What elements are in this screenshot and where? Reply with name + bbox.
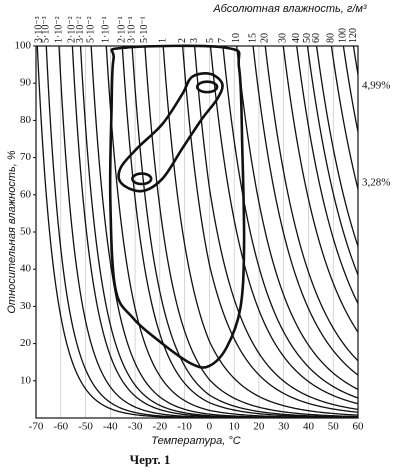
x-tick-label: 0: [207, 421, 213, 433]
curve-label: 40: [291, 33, 302, 43]
y-tick-label: 100: [15, 40, 32, 52]
curve-label: 3: [189, 38, 200, 43]
region-outline: [108, 44, 246, 369]
annotation: 3,28%: [362, 177, 390, 189]
x-tick-label: 20: [253, 421, 265, 433]
y-tick-label: 80: [20, 114, 32, 126]
x-tick-label: -20: [153, 421, 168, 433]
humidity-curve: [182, 46, 358, 413]
annotation: 4,99%: [362, 80, 390, 92]
curve-label: 3·10⁻²: [75, 16, 86, 43]
humidity-curve: [352, 46, 358, 75]
humidity-curve: [58, 46, 358, 418]
curves: [36, 46, 358, 418]
humidity-curve: [330, 46, 358, 190]
y-axis-label: Относительная влажность, %: [6, 150, 18, 314]
curve-label: 100: [338, 28, 349, 43]
y-tick-label: 70: [20, 151, 32, 163]
region-core: [195, 80, 219, 94]
humidity-curve: [209, 46, 358, 405]
x-tick-label: -10: [177, 421, 192, 433]
x-tick-label: 10: [229, 421, 241, 433]
chart-title: Абсолютная влажность, г/м³: [212, 3, 367, 15]
x-tick-label: -30: [128, 421, 143, 433]
x-axis-label: Температура, °C: [151, 435, 240, 447]
humidity-curve: [315, 46, 358, 247]
x-tick-label: -70: [29, 421, 44, 433]
y-tick-label: 60: [20, 188, 32, 200]
curve-label: 10: [231, 33, 242, 43]
humidity-curve: [162, 46, 358, 416]
x-tick-label: 60: [353, 421, 365, 433]
curve-label: 5·10⁻²: [85, 16, 96, 43]
curve-label: 5·10⁻³: [41, 16, 52, 43]
curve-label: 1·10⁻¹: [101, 16, 112, 43]
humidity-curve: [264, 46, 358, 362]
x-tick-label: -60: [53, 421, 68, 433]
curve-label: 30: [278, 33, 289, 43]
curve-label: 80: [326, 33, 337, 43]
x-tick-label: -40: [103, 421, 118, 433]
y-tick-label: 20: [20, 337, 32, 349]
x-tick-label: 50: [328, 421, 340, 433]
curve-label: 1: [157, 38, 168, 43]
curve-label: 2·10⁻¹: [117, 16, 128, 43]
curve-label: 7: [217, 38, 228, 43]
y-tick-label: 50: [20, 226, 32, 238]
y-tick-label: 40: [20, 263, 32, 275]
humidity-curve: [306, 46, 358, 276]
curve-label: 20: [260, 33, 271, 43]
x-tick-label: 30: [278, 421, 290, 433]
x-tick-label: -50: [78, 421, 93, 433]
humidity-curve: [342, 46, 358, 133]
curve-label: 1·10⁻²: [53, 16, 64, 43]
curve-label: 15: [247, 33, 258, 43]
humidity-curve: [131, 46, 358, 418]
caption: Черт. 1: [130, 452, 171, 467]
humidity-curve: [193, 46, 358, 411]
humidity-curve: [296, 46, 358, 304]
curve-label: 5: [205, 38, 216, 43]
curve-label: 3·10⁻³: [33, 16, 44, 43]
curve-label: 50: [302, 33, 313, 43]
humidity-curve: [252, 46, 358, 376]
humidity-curve: [282, 46, 358, 333]
curve-label: 60: [311, 33, 322, 43]
humidity-curve: [144, 46, 358, 418]
humidity-curve: [121, 46, 358, 418]
humidity-curve: [236, 46, 358, 390]
y-tick-label: 30: [20, 300, 32, 312]
curve-label: 120: [348, 28, 359, 43]
y-tick-label: 90: [20, 77, 32, 89]
x-tick-label: 40: [303, 421, 315, 433]
curve-label: 5·10⁻¹: [139, 16, 150, 43]
curve-label: 2·10⁻²: [67, 16, 78, 43]
curve-label: 3·10⁻¹: [126, 16, 137, 43]
y-tick-label: 10: [20, 374, 32, 386]
region-core: [131, 172, 153, 186]
curve-label: 2: [177, 38, 188, 43]
region-outline: [117, 72, 224, 193]
humidity-curve: [222, 46, 358, 399]
